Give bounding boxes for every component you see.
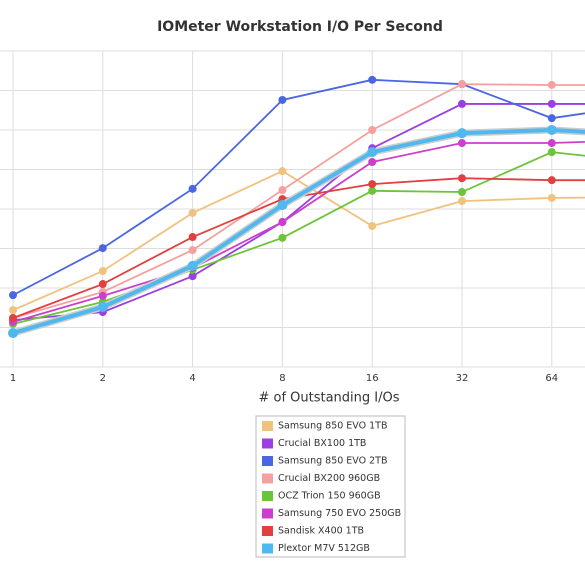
data-point [278,167,287,176]
legend-label: Crucial BX200 960GB [278,473,380,484]
data-point [368,75,377,84]
legend-swatch [262,508,273,519]
series-line [12,140,585,323]
x-tick-label: 64 [545,373,558,384]
data-point [547,193,556,202]
data-point [9,314,17,323]
x-tick-label: 1 [10,373,16,384]
x-axis-label: # of Outstanding I/Os [258,391,399,406]
legend-label: Samsung 850 EVO 2TB [278,456,388,467]
legend-label: Samsung 750 EVO 250GB [278,508,401,519]
data-point [8,328,18,339]
data-point [188,272,197,281]
data-point [98,267,107,276]
data-point [458,174,466,183]
series-line [12,127,585,335]
data-point [188,184,197,193]
data-point [458,99,466,108]
legend-label: Samsung 850 EVO 1TB [278,421,388,432]
data-point [368,157,377,166]
x-tick-label: 2 [100,373,106,384]
legend-swatch [262,491,273,501]
data-point [368,126,377,134]
chart-title: IOMeter Workstation I/O Per Second [157,19,443,35]
data-point [277,200,288,211]
legend-label: Sandisk X400 1TB [278,526,364,537]
series-line [12,83,585,319]
data-point [278,186,287,195]
data-point [458,139,466,148]
x-tick-label: 8 [279,373,285,384]
x-tick-label: 16 [366,373,379,384]
data-point [278,218,287,227]
data-point [458,80,466,89]
data-point [547,99,556,108]
legend-label: OCZ Trion 150 960GB [278,491,381,502]
series-line [12,170,585,311]
legend-swatch [262,473,273,484]
data-point [368,221,377,230]
series-line [12,103,585,321]
data-point [458,197,466,206]
legend-label: Crucial BX100 1TB [278,438,366,449]
data-point [278,233,287,242]
data-point [188,208,197,217]
legend [255,415,406,558]
data-point [457,128,467,139]
x-tick-label: 32 [456,373,469,384]
series-line [12,78,585,296]
series-line [12,177,585,319]
data-point [188,233,197,242]
data-point [547,139,556,148]
legend-swatch [262,438,273,449]
legend-swatch [262,526,273,536]
data-point [188,246,197,255]
data-point [98,291,107,300]
data-point [547,114,556,123]
legend-swatch [262,421,273,431]
data-point [97,301,108,312]
legend-swatch [262,456,273,466]
data-point [9,306,17,315]
data-point [546,125,557,135]
data-point [98,244,107,253]
data-point [367,147,378,158]
data-point [278,95,287,104]
data-point [547,80,556,89]
data-point [98,280,107,289]
data-point [458,188,466,197]
data-point [187,260,198,271]
data-point [547,148,556,157]
x-tick-label: 4 [189,373,195,384]
data-point [9,291,17,300]
legend-swatch [262,543,273,554]
data-point [547,176,556,185]
data-point [368,180,377,189]
legend-label: Plextor M7V 512GB [278,543,370,554]
data-point [368,186,377,195]
